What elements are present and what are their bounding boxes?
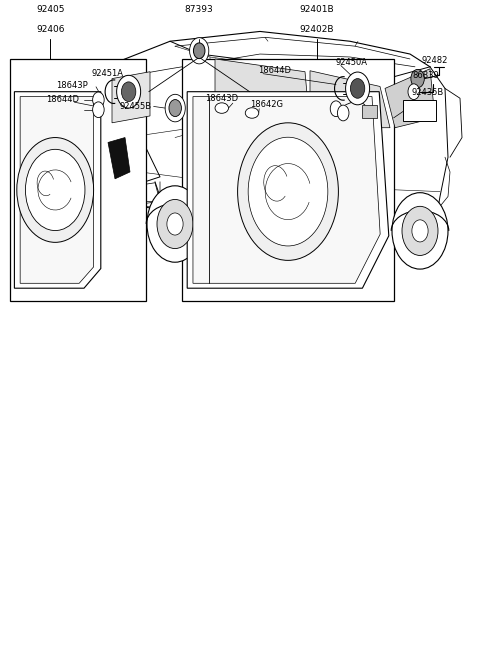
Circle shape	[117, 75, 141, 108]
Circle shape	[93, 92, 104, 107]
Polygon shape	[187, 92, 389, 288]
Circle shape	[193, 43, 205, 59]
Circle shape	[157, 199, 193, 248]
Text: 92435B: 92435B	[412, 88, 444, 97]
Circle shape	[169, 100, 181, 117]
Circle shape	[346, 72, 370, 105]
Text: 92401B: 92401B	[300, 5, 334, 14]
Polygon shape	[20, 96, 94, 283]
Text: 18644D: 18644D	[258, 66, 291, 75]
Bar	[10, 59, 146, 301]
Text: 92450A: 92450A	[336, 58, 368, 67]
Text: 86839: 86839	[413, 71, 440, 80]
Circle shape	[350, 79, 365, 98]
Polygon shape	[310, 71, 390, 128]
Circle shape	[411, 69, 424, 88]
Circle shape	[412, 220, 428, 242]
Circle shape	[167, 213, 183, 235]
Text: 18642G: 18642G	[251, 100, 284, 109]
Bar	[182, 59, 394, 301]
Text: 92402B: 92402B	[300, 25, 334, 34]
Circle shape	[93, 102, 104, 118]
Polygon shape	[215, 59, 310, 128]
Polygon shape	[385, 69, 435, 128]
Polygon shape	[14, 92, 101, 288]
Circle shape	[248, 137, 328, 246]
Polygon shape	[193, 96, 380, 283]
Circle shape	[238, 123, 338, 260]
Polygon shape	[108, 138, 130, 179]
Text: 18643P: 18643P	[56, 81, 87, 90]
Circle shape	[402, 206, 438, 255]
Circle shape	[408, 84, 420, 100]
Ellipse shape	[215, 103, 228, 113]
Text: 87393: 87393	[185, 5, 214, 14]
Text: 92455B: 92455B	[119, 102, 151, 111]
Circle shape	[330, 101, 342, 117]
Circle shape	[392, 193, 448, 269]
Circle shape	[25, 149, 85, 231]
Circle shape	[165, 94, 185, 122]
Text: 92451A: 92451A	[92, 69, 124, 78]
Text: 92406: 92406	[36, 25, 65, 34]
Circle shape	[147, 186, 203, 262]
Text: 92482: 92482	[421, 56, 448, 65]
Text: 18643D: 18643D	[205, 94, 239, 103]
Bar	[362, 105, 377, 118]
Bar	[403, 100, 436, 121]
Text: 18644D: 18644D	[46, 96, 79, 104]
Polygon shape	[112, 71, 150, 123]
Circle shape	[337, 105, 349, 121]
Ellipse shape	[245, 107, 259, 118]
Circle shape	[17, 138, 94, 242]
Circle shape	[190, 37, 209, 64]
Text: 92405: 92405	[36, 5, 65, 14]
Circle shape	[121, 82, 136, 102]
